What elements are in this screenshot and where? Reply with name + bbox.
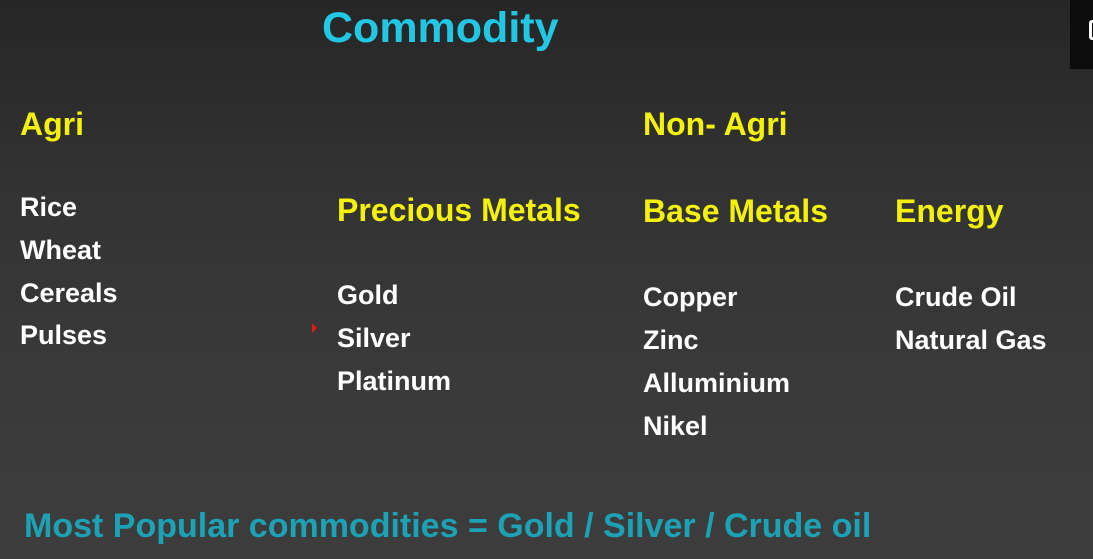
precious-item-platinum: Platinum [337, 366, 452, 396]
agri-item-rice: Rice [20, 192, 78, 222]
precious-item-gold: Gold [337, 280, 399, 310]
energy-item-natural-gas: Natural Gas [895, 325, 1047, 355]
precious-metals-list: Gold Silver Platinum [337, 280, 451, 409]
precious-item-silver: Silver [337, 323, 411, 353]
energy-list: Crude Oil Natural Gas [895, 282, 1047, 368]
agri-heading: Agri [20, 106, 84, 142]
base-item-copper: Copper [643, 282, 738, 312]
side-panel-toggle[interactable] [1070, 0, 1093, 69]
window-icon[interactable] [1089, 20, 1093, 40]
energy-heading: Energy [895, 193, 1004, 229]
agri-item-wheat: Wheat [20, 235, 101, 265]
agri-item-pulses: Pulses [20, 320, 108, 350]
slide-title: Commodity [322, 4, 559, 52]
base-metals-list: Copper Zinc Alluminium Nikel [643, 282, 790, 454]
mouse-cursor-icon [312, 323, 317, 335]
agri-list: Rice Wheat Cereals Pulses [20, 192, 118, 362]
footer-summary: Most Popular commodities = Gold / Silver… [24, 507, 872, 545]
precious-metals-heading: Precious Metals [337, 192, 581, 228]
base-metals-heading: Base Metals [643, 193, 828, 229]
non-agri-heading: Non- Agri [643, 106, 788, 142]
base-item-alluminium: Alluminium [643, 368, 790, 398]
base-item-nikel: Nikel [643, 411, 708, 441]
energy-item-crude-oil: Crude Oil [895, 282, 1017, 312]
agri-item-cereals: Cereals [20, 278, 118, 308]
base-item-zinc: Zinc [643, 325, 699, 355]
